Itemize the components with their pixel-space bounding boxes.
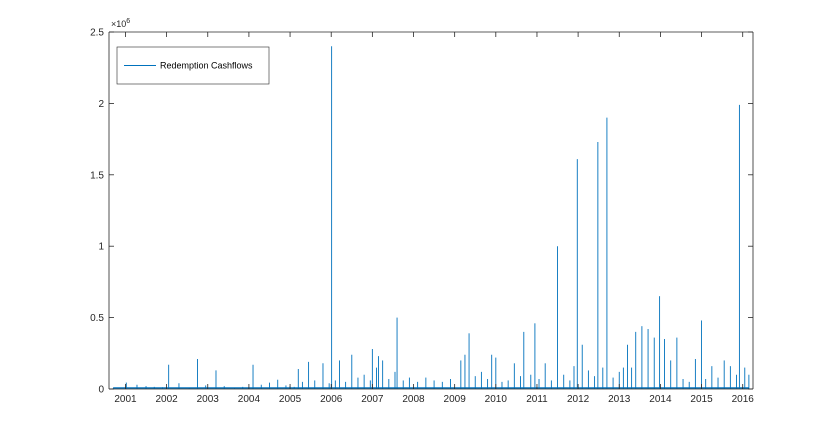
x-ticks: 2001 2002 2003 2004 2005 2006 2007 2008 2009 2010… (114, 32, 754, 405)
x-tick-label: 2007 (361, 394, 384, 405)
y-tick-label: 0 (98, 385, 104, 396)
legend-label: Redemption Cashflows (160, 61, 253, 71)
x-tick-label: 2001 (114, 394, 137, 405)
x-tick-label: 2015 (690, 394, 713, 405)
y-tick-label: 1 (98, 242, 104, 253)
x-tick-label: 2014 (649, 394, 672, 405)
x-tick-label: 2004 (238, 394, 261, 405)
x-tick-label: 2009 (444, 394, 467, 405)
legend: Redemption Cashflows (116, 46, 270, 85)
y-tick-label: 0.5 (90, 313, 104, 324)
y-exponent-label: ×106 (111, 18, 130, 29)
y-exponent-base: ×10 (111, 19, 126, 29)
x-tick-label: 2013 (608, 394, 631, 405)
series-layer (112, 46, 750, 389)
y-exponent-power: 6 (126, 18, 130, 25)
x-tick-label: 2016 (732, 394, 755, 405)
x-tick-label: 2012 (567, 394, 590, 405)
x-tick-label: 2005 (279, 394, 302, 405)
plot-area (109, 32, 753, 389)
axes-frame (108, 31, 754, 390)
x-tick-label: 2002 (155, 394, 178, 405)
x-tick-label: 2006 (320, 394, 343, 405)
x-tick-label: 2008 (402, 394, 425, 405)
y-tick-label: 2.5 (90, 28, 104, 39)
x-tick-label: 2011 (526, 394, 548, 405)
x-tick-label: 2003 (197, 394, 220, 405)
x-tick-label: 2010 (485, 394, 508, 405)
y-ticks: 0 0.5 1 1.5 2 2.5 (90, 28, 753, 396)
y-tick-label: 2 (98, 99, 104, 110)
y-tick-label: 1.5 (90, 170, 104, 181)
